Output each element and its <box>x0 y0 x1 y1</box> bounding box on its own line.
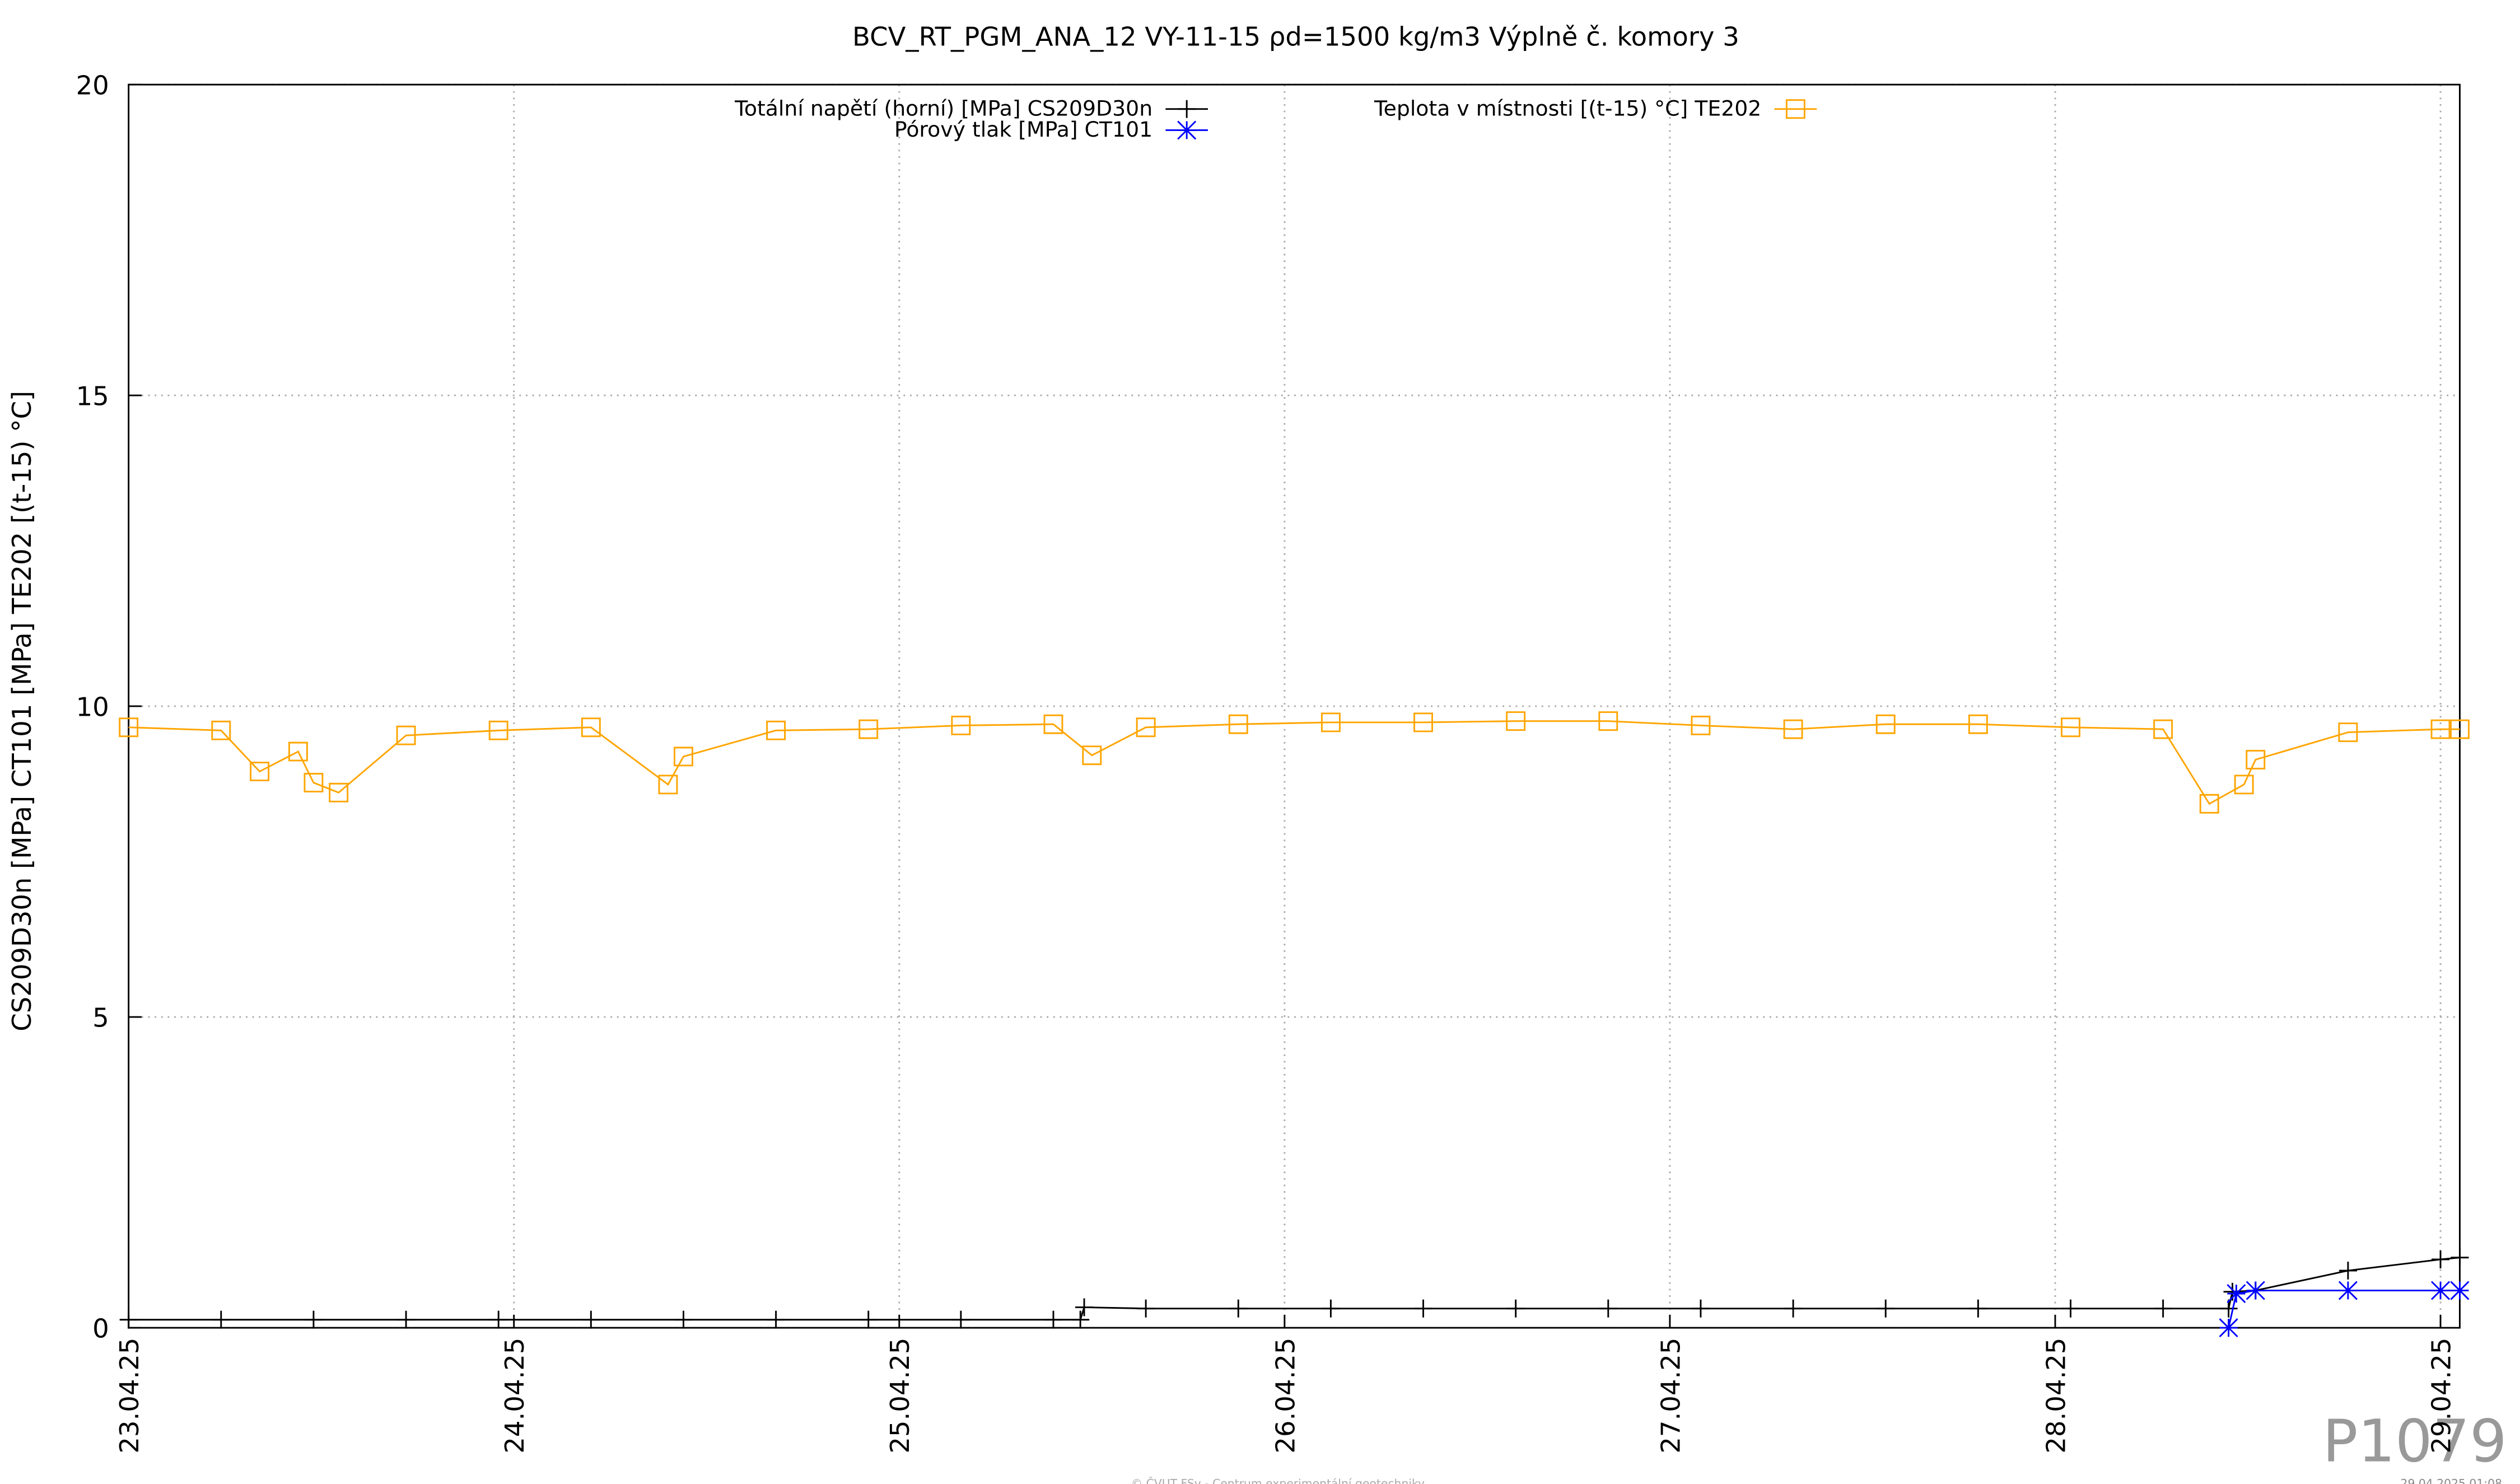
data-point <box>304 1310 323 1329</box>
data-point <box>2339 1261 2357 1280</box>
data-point <box>2338 722 2358 743</box>
x-tick-label: 29.04.25 <box>2426 1337 2456 1453</box>
data-point <box>1506 711 1526 731</box>
data-point <box>250 762 270 782</box>
data-point <box>1228 714 1248 734</box>
y-tick-label: 0 <box>92 1313 109 1343</box>
data-point <box>2431 1281 2451 1300</box>
data-point <box>1320 712 1341 732</box>
timestamp: 29.04.2025 01:08 <box>2401 1477 2502 1484</box>
data-point <box>1044 1310 1062 1329</box>
data-point <box>658 774 678 795</box>
data-point <box>766 720 786 740</box>
data-point <box>2430 719 2451 739</box>
data-point <box>2234 774 2254 795</box>
data-point <box>119 1310 138 1329</box>
data-point <box>1691 716 1711 735</box>
x-tick-label: 28.04.25 <box>2041 1337 2071 1453</box>
x-tick-label: 25.04.25 <box>885 1337 915 1453</box>
data-point <box>674 1310 693 1329</box>
data-point <box>1691 1299 1710 1318</box>
data-point <box>2246 1281 2265 1300</box>
data-point <box>2451 1248 2469 1267</box>
plot-frame <box>128 83 2461 1329</box>
data-point <box>1082 745 1102 766</box>
data-point <box>288 741 308 762</box>
data-point <box>2153 719 2173 739</box>
data-point <box>1969 1299 1987 1318</box>
data-point <box>2432 1250 2450 1268</box>
legend-marker <box>1178 100 1196 118</box>
data-point <box>2246 750 2266 769</box>
watermark: P1079 <box>2322 1407 2507 1475</box>
x-tick-label: 23.04.25 <box>114 1337 144 1453</box>
data-point <box>488 720 508 740</box>
x-tick-label: 27.04.25 <box>1655 1337 1686 1453</box>
data-point <box>2199 794 2219 814</box>
data-point <box>1043 714 1063 734</box>
y-tick-label: 10 <box>76 692 109 722</box>
data-point <box>1968 714 1988 734</box>
chart-title: BCV_RT_PGM_ANA_12 VY-11-15 ρd=1500 kg/m3… <box>852 21 1739 52</box>
series-line <box>128 720 2460 805</box>
data-point <box>1598 711 1618 731</box>
data-point <box>329 782 349 802</box>
data-point <box>2219 1318 2238 1338</box>
y-tick-label: 15 <box>76 381 109 412</box>
data-point <box>119 717 139 738</box>
data-point <box>1413 712 1433 732</box>
data-point <box>582 1310 600 1329</box>
data-point <box>1229 1299 1248 1318</box>
data-point <box>2154 1299 2172 1318</box>
data-point <box>2450 1281 2470 1300</box>
series-line <box>2228 1290 2460 1328</box>
data-point <box>1506 1299 1525 1318</box>
y-axis-label: CS209D30n [MPa] CT101 [MPa] TE202 [(t-15… <box>7 391 37 1032</box>
data-point <box>951 1310 970 1329</box>
data-point <box>2450 719 2470 739</box>
data-point <box>212 1310 230 1329</box>
legend-label: Teplota v místnosti [(t-15) °C] TE202 <box>1374 96 1761 120</box>
data-point <box>1136 717 1156 738</box>
data-point <box>396 725 416 745</box>
data-point <box>1071 1310 1090 1329</box>
data-point <box>767 1310 785 1329</box>
legend-label: Pórový tlak [MPa] CT101 <box>894 117 1152 142</box>
series-line <box>128 1257 2460 1321</box>
data-point <box>1784 1299 1803 1318</box>
data-point <box>1783 719 1803 739</box>
data-point <box>951 716 971 735</box>
data-point <box>397 1310 416 1329</box>
data-point <box>1414 1299 1432 1318</box>
data-point <box>1877 1299 1895 1318</box>
data-point <box>1322 1299 1340 1318</box>
x-tick-label: 26.04.25 <box>1270 1337 1300 1453</box>
data-point <box>2227 1284 2246 1304</box>
data-point <box>1075 1298 1094 1317</box>
data-point <box>581 717 601 738</box>
y-tick-label: 5 <box>92 1003 109 1033</box>
data-point <box>674 746 693 767</box>
data-point <box>1875 714 1896 734</box>
data-point <box>1599 1299 1617 1318</box>
legend-label: Totální napětí (horní) [MPa] CS209D30n <box>734 96 1152 120</box>
legend-marker <box>1785 99 1805 119</box>
data-point <box>2338 1281 2358 1300</box>
footer: © ČVUT FSv - Centrum experimentální geot… <box>1131 1476 1425 1484</box>
x-tick-label: 24.04.25 <box>500 1337 530 1453</box>
data-point <box>858 719 879 739</box>
data-point <box>2061 717 2080 738</box>
data-point <box>304 773 324 793</box>
legend-marker <box>1177 120 1197 140</box>
data-point <box>2061 1299 2080 1318</box>
data-point <box>859 1310 878 1329</box>
y-tick-label: 20 <box>76 71 109 101</box>
data-point <box>211 720 231 740</box>
data-point <box>2219 1299 2238 1318</box>
data-point <box>1137 1299 1155 1318</box>
data-point <box>489 1310 508 1329</box>
